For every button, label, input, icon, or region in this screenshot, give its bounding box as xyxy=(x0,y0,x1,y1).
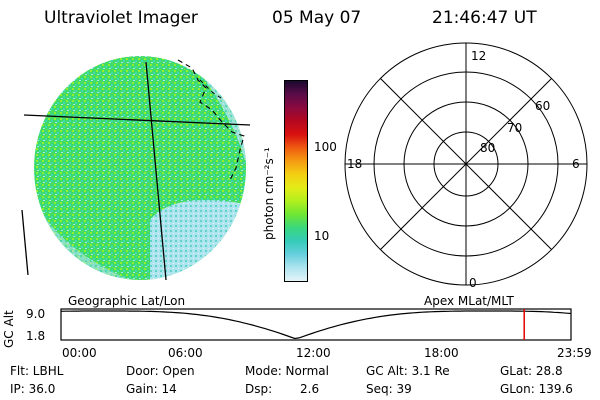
altitude-axis-label: GC Alt xyxy=(2,310,16,348)
colorbar-tick-10: 10 xyxy=(314,229,330,243)
dsp-label: Dsp: xyxy=(245,382,273,396)
mlat-label-70: 70 xyxy=(507,121,522,135)
seq-info: Seq: 39 xyxy=(366,382,412,396)
geographic-grid-label: Geographic Lat/Lon xyxy=(68,294,186,308)
altitude-plot-frame xyxy=(60,308,572,341)
gc-alt-info: GC Alt: 3.1 Re xyxy=(366,364,450,378)
altitude-ytick-max: 9.0 xyxy=(26,307,46,321)
mlat-label-80: 80 xyxy=(480,141,495,155)
colorbar-tick-100: 100 xyxy=(314,140,337,154)
apex-grid-label: Apex MLat/MLT xyxy=(424,294,514,308)
time-tick-2359: 23:59 xyxy=(557,346,592,360)
color-scale-bar xyxy=(284,80,308,282)
altitude-plot xyxy=(60,308,572,341)
glon-info: GLon: 139.6 xyxy=(500,382,573,396)
image-date: 05 May 07 xyxy=(272,8,362,28)
colorbar-unit-label: photon cm⁻²s⁻¹ xyxy=(262,147,276,240)
mlt-label-0: 0 xyxy=(469,276,477,290)
dsp-value: 2.6 xyxy=(300,382,320,396)
mlat-label-60: 60 xyxy=(535,99,550,113)
mode-info: Mode: Normal xyxy=(245,364,329,378)
door-info: Door: Open xyxy=(126,364,195,378)
altitude-curve xyxy=(60,310,572,340)
mlt-label-6: 6 xyxy=(572,157,580,171)
glat-info: GLat: 28.8 xyxy=(500,364,563,378)
gain-info: Gain: 14 xyxy=(126,382,177,396)
ip-info: IP: 36.0 xyxy=(10,382,56,396)
image-time: 21:46:47 UT xyxy=(432,8,537,28)
earth-disk-image xyxy=(21,56,251,281)
filter-info: Flt: LBHL xyxy=(10,364,64,378)
mlt-label-12: 12 xyxy=(471,49,486,63)
time-tick-1200: 12:00 xyxy=(296,346,331,360)
instrument-title: Ultraviolet Imager xyxy=(44,8,198,28)
time-tick-0600: 06:00 xyxy=(168,346,203,360)
altitude-ytick-min: 1.8 xyxy=(26,329,46,343)
polar-mlat-mlt-grid: 12 18 6 0 60 70 80 xyxy=(344,42,588,290)
time-tick-0000: 00:00 xyxy=(62,346,97,360)
mlt-label-18: 18 xyxy=(347,157,362,171)
time-tick-1800: 18:00 xyxy=(424,346,459,360)
